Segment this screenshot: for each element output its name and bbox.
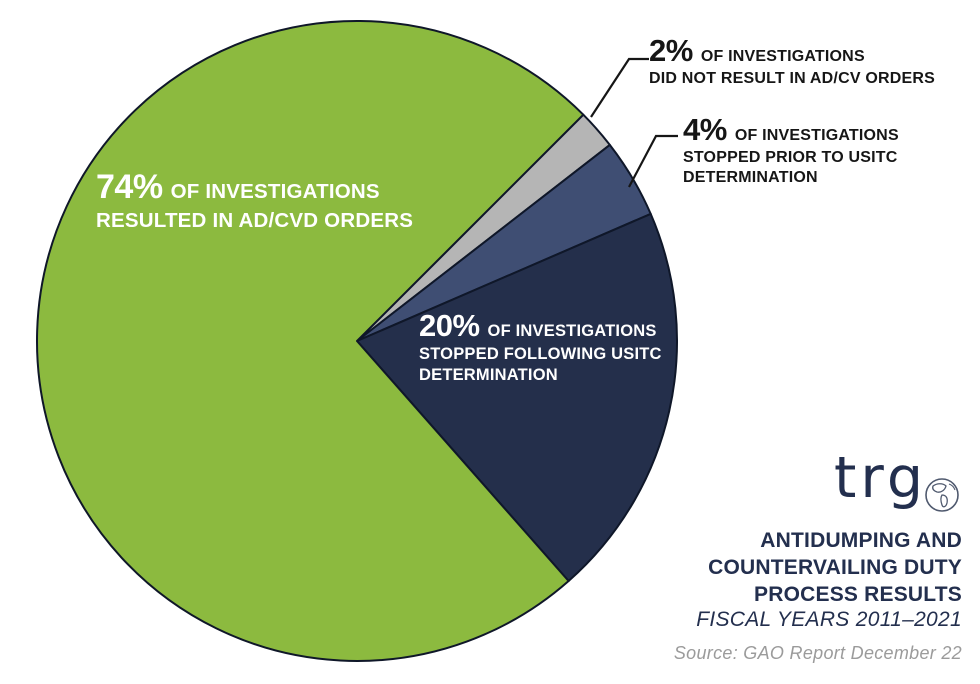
callout-2-percent-value: 2% [649, 33, 693, 68]
callout-4-percent-value: 4% [683, 112, 727, 147]
pie-slices [36, 19, 678, 662]
chart-title-line2: COUNTERVAILING DUTY [708, 556, 962, 579]
callout-2-percent-line2: DID NOT RESULT IN AD/CV ORDERS [649, 70, 936, 87]
leader-line-4-percent [628, 134, 678, 188]
chart-subtitle: FISCAL YEARS 2011–2021 [696, 608, 962, 631]
callout-20-percent-value: 20% [419, 308, 480, 343]
callout-74-percent: 74% OF INVESTIGATIONS RESULTED IN AD/CVD … [96, 168, 413, 233]
chart-title-line3: PROCESS RESULTS [754, 583, 962, 606]
callout-4-percent-line2: STOPPED PRIOR TO USITC [683, 149, 898, 166]
callout-2-percent-line1: 2% OF INVESTIGATIONS [649, 33, 935, 69]
trg-logo: trg [834, 450, 960, 513]
pie-slice-resulted-in-ad-cvd-orders [36, 19, 585, 662]
callout-20-percent-suffix: OF INVESTIGATIONS [487, 322, 657, 340]
trg-wordmark: trg [834, 445, 927, 511]
callout-20-percent-line3: DETERMINATION [419, 366, 558, 384]
callout-4-percent-line3: DETERMINATION [683, 168, 818, 186]
callout-4-percent-suffix: OF INVESTIGATIONS [734, 127, 899, 144]
globe-icon [925, 478, 959, 512]
callout-2-percent: 2% OF INVESTIGATIONS DID NOT RESULT IN AD… [649, 33, 935, 89]
callout-74-percent-value: 74% [96, 168, 163, 206]
callout-20-percent-line2: STOPPED FOLLOWING USITC [419, 345, 662, 363]
source-note: Source: GAO Report December 22 [673, 643, 962, 663]
callout-2-percent-suffix: OF INVESTIGATIONS [700, 48, 865, 65]
leader-line-2-percent [590, 57, 649, 118]
callout-74-percent-line2: RESULTED IN AD/CVD ORDERS [96, 209, 414, 232]
callout-20-percent: 20% OF INVESTIGATIONS STOPPED FOLLOWING U… [419, 308, 662, 386]
callout-74-percent-suffix: OF INVESTIGATIONS [170, 180, 380, 203]
callout-20-percent-line1: 20% OF INVESTIGATIONS [419, 308, 662, 344]
chart-title: ANTIDUMPING AND COUNTERVAILING DUTY PROC… [708, 527, 962, 608]
chart-title-line1: ANTIDUMPING AND [760, 529, 962, 552]
callout-4-percent: 4% OF INVESTIGATIONS STOPPED PRIOR TO USI… [683, 112, 899, 187]
callout-4-percent-line1: 4% OF INVESTIGATIONS [683, 112, 899, 148]
callout-74-percent-line1: 74% OF INVESTIGATIONS [96, 168, 413, 207]
pie-slice-stopped-following-usitc [356, 212, 678, 582]
